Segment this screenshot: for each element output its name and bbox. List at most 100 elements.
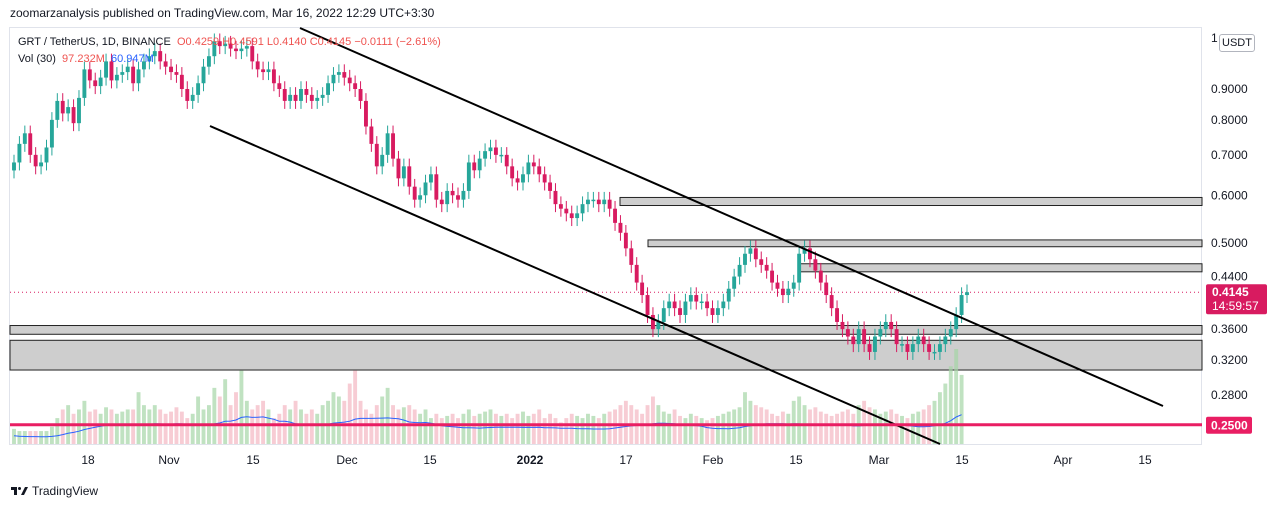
volume-bar [835, 413, 839, 444]
volume-bar [22, 431, 27, 444]
candle-body [851, 336, 856, 345]
candle-body [271, 69, 276, 84]
volume-bar [450, 413, 455, 444]
candle-body [396, 158, 401, 179]
ohlc-values: O0.4259 H0.4591 L0.4140 C0.4145 −0.0111 … [176, 36, 441, 48]
candle-body [867, 344, 872, 352]
candle-body [39, 162, 44, 167]
volume-bar [715, 415, 720, 444]
candle-body [732, 276, 737, 289]
candle-body [261, 69, 266, 73]
volume-bar [445, 415, 450, 444]
price-axis-tick: 0.4400 [1211, 270, 1248, 284]
candle-body [894, 329, 899, 345]
candle-body [797, 253, 802, 283]
volume-bar [44, 431, 49, 444]
candle-body [818, 270, 823, 283]
volume-bar [862, 400, 867, 444]
volume-bar [12, 428, 16, 444]
candle-body [786, 288, 791, 296]
candle-body [255, 61, 260, 70]
candle-body [515, 178, 520, 183]
candle-body [770, 270, 775, 283]
candle-body [33, 154, 38, 167]
volume-bar [732, 409, 737, 444]
volume-label[interactable]: Vol (30) [18, 53, 56, 65]
candle-body [428, 174, 433, 183]
candle-body [374, 143, 379, 167]
volume-bar [412, 409, 417, 444]
candle-body [607, 199, 612, 209]
channel-upper-line [299, 27, 1164, 407]
volume-bar [250, 409, 255, 444]
volume-bar [423, 409, 428, 444]
candle-body [326, 83, 331, 95]
volume-bar [883, 411, 888, 444]
candle-body [125, 66, 130, 73]
time-axis-tick: 15 [1138, 453, 1152, 467]
chart-frame[interactable] [9, 27, 1202, 445]
volume-bar [304, 413, 309, 444]
volume-bar [71, 413, 76, 444]
volume-bar [87, 411, 92, 444]
volume-bar [60, 409, 65, 444]
volume-bar [136, 392, 141, 444]
footer-brand-label: TradingView [32, 484, 99, 498]
candle-body [591, 199, 596, 202]
volume-bar [878, 413, 883, 444]
time-axis-tick: Feb [703, 453, 724, 467]
candle-body [493, 147, 498, 155]
candle-body [385, 133, 390, 155]
volume-bar [201, 409, 206, 444]
candle-body [114, 74, 119, 81]
candle-body [678, 308, 682, 315]
volume-bar [28, 431, 33, 444]
candle-body [504, 154, 509, 167]
volume-bar [905, 418, 910, 444]
channel-lower-line [209, 125, 941, 445]
volume-bar [439, 418, 444, 444]
volume-bar [223, 379, 228, 444]
candle-body [650, 314, 655, 330]
volume-bar [434, 413, 439, 444]
volume-bar [932, 400, 937, 444]
candle-body [412, 186, 417, 200]
candle-body [309, 94, 314, 101]
candle-body [699, 301, 704, 304]
volume-bar [916, 411, 921, 444]
volume-bar [353, 370, 358, 444]
candle-body [407, 166, 412, 187]
candle-body [553, 190, 558, 205]
candle-body [174, 72, 179, 75]
volume-bar [613, 409, 617, 444]
symbol-label[interactable]: GRT / TetherUS, 1D, BINANCE [18, 36, 171, 48]
volume-bar [418, 413, 423, 444]
volume-bar [688, 413, 693, 444]
price-axis-tick: 0.5000 [1211, 236, 1248, 250]
volume-bar [889, 409, 894, 444]
candle-body [889, 321, 894, 330]
currency-button[interactable]: USDT [1219, 34, 1255, 52]
candle-body [802, 248, 807, 254]
volume-value: 97.232M [62, 53, 105, 65]
legend-symbol-row: GRT / TetherUS, 1D, BINANCE O0.4259 H0.4… [18, 36, 441, 48]
candle-body [77, 97, 81, 124]
candle-body [87, 69, 92, 81]
volume-bar [640, 413, 645, 444]
volume-bar [558, 422, 563, 444]
candle-body [526, 162, 531, 175]
candle-body [905, 344, 910, 352]
countdown-tag-value: 14:59:57 [1212, 299, 1259, 313]
volume-bar [488, 409, 493, 444]
candle-body [510, 166, 515, 179]
candle-body [71, 107, 76, 124]
volume-bar [818, 411, 823, 444]
candle-body [737, 264, 742, 277]
candle-body [613, 208, 617, 223]
volume-bar [683, 418, 688, 444]
footer-brand[interactable]: TradingView [10, 484, 98, 498]
candle-body [109, 61, 114, 81]
candle-body [217, 41, 222, 47]
candle-body [705, 301, 710, 309]
